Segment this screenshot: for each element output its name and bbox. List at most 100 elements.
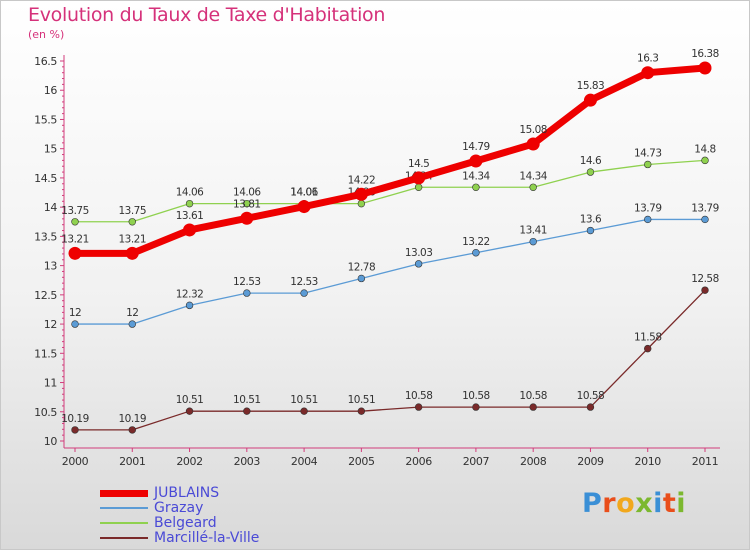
data-label-jublains: 14.79 [462, 141, 490, 153]
data-label-grazay: 12.78 [348, 261, 376, 273]
data-point-jublains [183, 223, 197, 237]
data-point-belgeard [529, 183, 537, 191]
data-point-marcill-la-ville [414, 403, 423, 411]
data-label-jublains: 16.38 [691, 48, 719, 60]
data-label-belgeard: 14.34 [462, 170, 490, 182]
legend-label: Marcillé-la-Ville [154, 530, 260, 546]
y-tick-label: 16 [44, 84, 58, 97]
data-point-jublains [469, 154, 483, 168]
data-point-marcill-la-ville [644, 344, 652, 353]
y-tick-label: 13.5 [34, 230, 57, 243]
data-label-belgeard: 14.34 [519, 170, 547, 182]
x-tick-label: 2002 [176, 455, 202, 468]
data-label-marcill-la-ville: 10.58 [519, 390, 547, 402]
x-tick-label: 2001 [119, 455, 145, 468]
data-point-grazay [128, 320, 136, 328]
y-tick-label: 13 [44, 260, 58, 273]
data-point-jublains [698, 61, 712, 75]
unit-label: (en %) [28, 28, 65, 41]
data-label-belgeard: 14.8 [694, 143, 715, 155]
data-label-grazay: 13.41 [519, 225, 547, 237]
x-tick-label: 2006 [405, 455, 432, 468]
data-point-marcill-la-ville [243, 407, 251, 415]
data-point-grazay [644, 215, 652, 224]
x-tick-label: 2003 [234, 455, 261, 468]
data-label-belgeard: 14.06 [233, 187, 261, 199]
logo-letter: t [662, 488, 677, 519]
data-label-jublains: 13.21 [61, 233, 89, 245]
data-point-grazay [414, 260, 423, 268]
x-tick-label: 2004 [291, 455, 318, 468]
data-label-marcill-la-ville: 10.58 [405, 390, 433, 402]
data-label-jublains: 14.5 [408, 158, 429, 170]
data-point-jublains [125, 246, 139, 260]
data-point-belgeard [185, 199, 194, 208]
logo-letter: i [653, 488, 663, 519]
data-point-belgeard [243, 199, 251, 208]
data-point-jublains [641, 66, 655, 80]
series-line-belgeard [74, 159, 706, 223]
data-point-jublains [526, 137, 540, 151]
data-label-belgeard: 14.06 [176, 187, 204, 199]
data-point-jublains [583, 93, 597, 107]
data-label-grazay: 13.03 [405, 247, 433, 259]
y-tick-label: 11 [44, 377, 57, 390]
y-tick-label: 12 [44, 318, 57, 331]
data-label-marcill-la-ville: 10.58 [462, 390, 490, 402]
data-label-grazay: 13.22 [462, 236, 490, 248]
data-point-grazay [243, 289, 251, 297]
x-tick-label: 2011 [692, 455, 718, 468]
data-point-jublains [412, 171, 426, 185]
data-label-grazay: 12.53 [290, 276, 318, 288]
series-line-jublains [71, 64, 709, 257]
data-label-marcill-la-ville: 10.51 [233, 394, 261, 406]
data-label-belgeard: 13.75 [61, 205, 89, 217]
data-label-marcill-la-ville: 12.58 [691, 273, 719, 285]
y-tick-label: 11.5 [34, 347, 57, 360]
data-point-marcill-la-ville [586, 403, 595, 411]
chart-title: Evolution du Taux de Taxe d'Habitation [28, 4, 386, 26]
data-label-marcill-la-ville: 10.51 [290, 394, 318, 406]
x-tick-label: 2009 [577, 455, 604, 468]
data-point-marcill-la-ville [300, 407, 308, 415]
legend-label: Belgeard [154, 515, 217, 531]
data-point-belgeard [128, 218, 136, 226]
data-label-belgeard: 14.06 [290, 187, 318, 199]
data-label-marcill-la-ville: 10.19 [61, 413, 89, 425]
data-point-belgeard [701, 156, 709, 165]
y-tick-label: 15 [44, 143, 58, 156]
data-point-grazay [357, 274, 366, 283]
data-label-jublains: 13.81 [233, 198, 261, 210]
data-point-belgeard [586, 168, 595, 176]
data-point-jublains [354, 187, 368, 201]
x-tick-label: 2010 [635, 455, 662, 468]
data-point-grazay [586, 226, 595, 235]
data-label-marcill-la-ville: 10.19 [118, 413, 146, 425]
x-tick-label: 2008 [520, 455, 547, 468]
data-label-jublains: 14.01 [290, 187, 318, 199]
data-point-marcill-la-ville [701, 286, 709, 294]
y-tick-label: 14.5 [34, 172, 57, 185]
legend-label: JUBLAINS [154, 485, 220, 501]
data-label-grazay: 12.53 [233, 276, 261, 288]
x-tick-label: 2007 [463, 455, 490, 468]
y-tick-label: 10 [44, 435, 58, 448]
legend-swatch [100, 537, 148, 539]
y-tick-label: 15.5 [34, 113, 57, 126]
data-point-marcill-la-ville [71, 426, 79, 434]
data-point-grazay [185, 301, 194, 310]
y-tick-label: 12.5 [34, 289, 57, 302]
data-point-grazay [472, 249, 480, 257]
x-tick-label: 2000 [62, 455, 89, 468]
data-label-marcill-la-ville: 10.51 [176, 394, 204, 406]
data-label-belgeard: 13.75 [118, 205, 146, 217]
proxiti-logo: Proxiti [582, 488, 686, 519]
y-tick-label: 14 [44, 201, 58, 214]
data-label-jublains: 14.22 [348, 174, 376, 186]
data-point-jublains [297, 200, 311, 214]
data-label-belgeard: 14.6 [580, 155, 602, 167]
data-point-grazay [71, 320, 79, 328]
legend-swatch [100, 522, 148, 524]
data-point-grazay [529, 237, 537, 246]
data-point-belgeard [644, 160, 652, 169]
